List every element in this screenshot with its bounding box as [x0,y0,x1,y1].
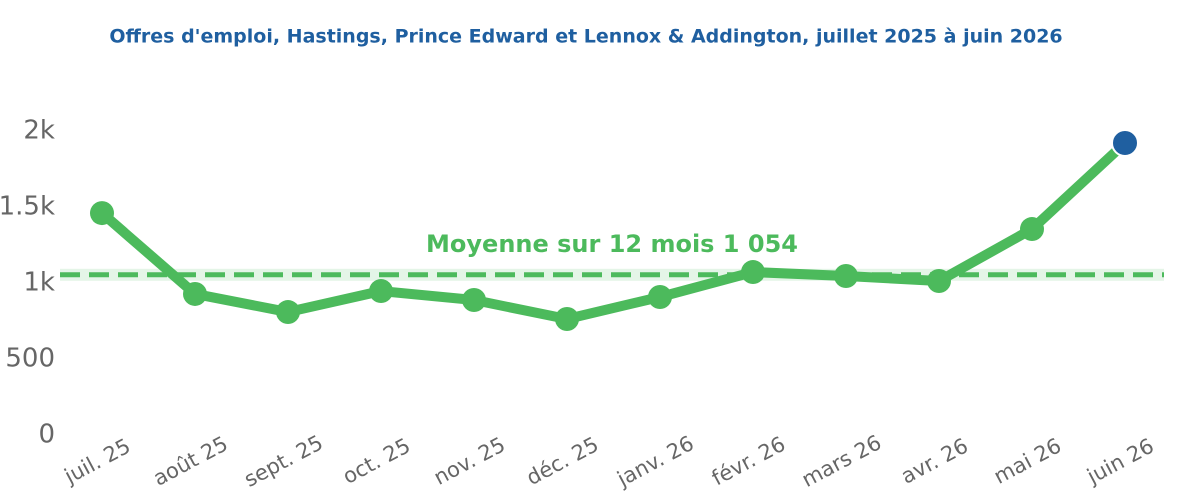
data-point [648,284,672,309]
x-tick-label: févr. 26 [708,432,789,491]
x-tick-label: août 25 [149,432,231,491]
data-point [462,288,486,313]
data-point [1111,129,1139,158]
data-point [369,279,393,304]
x-tick-label: oct. 25 [339,433,414,488]
series-line [98,139,1129,325]
x-tick-label: sept. 25 [240,430,327,491]
data-point [555,307,579,332]
x-tick-label: mai 26 [990,433,1065,488]
average-label: Moyenne sur 12 mois 1 054 [426,230,798,258]
y-tick-label: 500 [5,344,55,374]
x-tick-label: avr. 26 [897,434,972,489]
x-tick-label: nov. 25 [430,432,509,489]
data-point [90,201,114,226]
data-point [927,269,951,294]
x-tick-label: mars 26 [798,430,885,492]
data-point [1020,217,1044,242]
y-tick-label: 2k [23,116,55,146]
data-point [834,264,858,289]
x-tick-label: juil. 25 [60,434,135,489]
y-tick-label: 1k [23,268,55,298]
data-point [741,260,765,285]
chart-title: Offres d'emploi, Hastings, Prince Edward… [109,26,1062,48]
x-tick-label: déc. 25 [523,432,603,490]
y-tick-label: 1.5k [0,192,55,222]
x-tick-label: janv. 26 [612,431,697,492]
data-point [183,281,207,306]
data-point [276,300,300,325]
x-tick-label: juin 26 [1082,434,1157,489]
y-tick-label: 0 [38,420,55,450]
